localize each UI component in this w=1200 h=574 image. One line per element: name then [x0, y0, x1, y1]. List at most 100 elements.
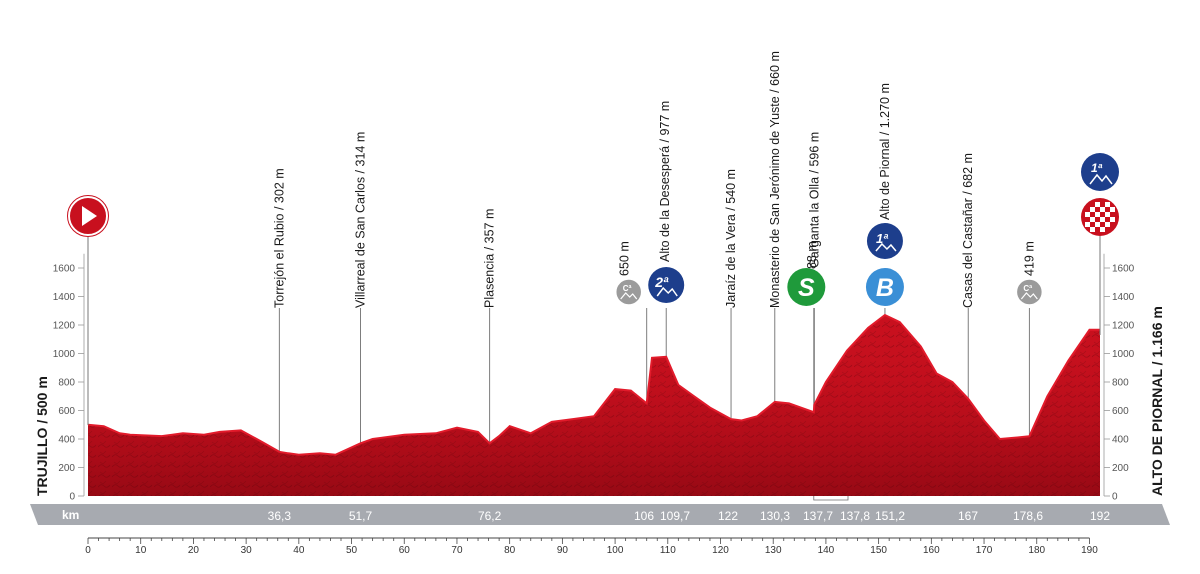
x-tick-label: 50	[346, 545, 358, 556]
checker-square	[1090, 227, 1095, 232]
km-bar-value: 76,2	[478, 509, 502, 523]
checker-square	[1085, 222, 1090, 227]
y-tick-label-left: 1000	[53, 349, 76, 360]
y-axis-right: 0 200 400 600 800 1000 1200 1400 1600	[1103, 253, 1135, 503]
svg-text:Cª: Cª	[623, 284, 632, 293]
km-bar-value: 137,8	[840, 509, 870, 523]
y-tick-label-left: 400	[58, 435, 75, 446]
checker-square	[1090, 207, 1095, 212]
finish-cat1-climb-icon: 1ª	[1081, 153, 1119, 191]
x-tick-label: 80	[504, 545, 516, 556]
checker-square	[1105, 222, 1110, 227]
svg-text:1ª: 1ª	[876, 231, 889, 246]
km-bar-value: 51,7	[349, 509, 373, 523]
waypoint-markers	[278, 308, 1030, 501]
km-bar-value: 137,7	[803, 509, 833, 523]
x-tick-label: 40	[293, 545, 305, 556]
km-bar-value: 36,3	[268, 509, 292, 523]
km-bar-value: 151,2	[875, 509, 905, 523]
x-tick-label: 130	[765, 545, 782, 556]
sprint-icon: S	[787, 268, 826, 306]
elevation-line	[87, 313, 1100, 456]
km-bar-value: 192	[1090, 509, 1110, 523]
checker-square	[1090, 217, 1095, 222]
km-bar-value: 122	[718, 509, 738, 523]
start-icon	[67, 195, 109, 425]
checker-square	[1095, 212, 1100, 217]
waypoint-label: 419 m	[1022, 241, 1036, 276]
bonus-icon: B	[865, 268, 904, 306]
x-tick-label: 30	[241, 545, 253, 556]
x-tick-label: 70	[451, 545, 463, 556]
y-tick-label-right: 600	[1112, 406, 1129, 417]
x-tick-label: 190	[1081, 545, 1098, 556]
cat3-climb-icon: Cª	[1015, 278, 1044, 306]
cat1-climb-icon: 1ª	[866, 223, 903, 259]
checker-square	[1110, 217, 1115, 222]
km-unit-label: km	[62, 508, 79, 522]
x-tick-label: 0	[85, 545, 91, 556]
waypoint-label: Jaraíz de la Vera / 540 m	[724, 169, 738, 308]
svg-text:1ª: 1ª	[1091, 161, 1103, 175]
x-tick-label: 140	[818, 545, 835, 556]
cat2-climb-icon: 2ª	[648, 267, 685, 303]
start-label: TRUJILLO / 500 m	[34, 376, 50, 496]
checker-square	[1095, 222, 1100, 227]
elevation-area	[87, 313, 1100, 496]
waypoint-labels: Torrejón el Rubio / 302 m Villarreal de S…	[272, 51, 1036, 308]
km-bar: km 36,3 51,7 76,2 106 109,7 122 130,3 137,7 137,…	[30, 504, 1170, 525]
checker-square	[1105, 212, 1110, 217]
checker-square	[1100, 217, 1105, 222]
y-tick-label-right: 0	[1112, 492, 1118, 503]
waypoint-label: Alto de la Desesperá / 977 m	[658, 101, 672, 262]
checker-square	[1085, 212, 1090, 217]
y-tick-label-left: 1200	[53, 321, 76, 332]
cat3-climb-icon: Cª	[614, 278, 643, 306]
finish-label: ALTO DE PIORNAL / 1.166 m	[1149, 306, 1165, 496]
x-tick-label: 120	[712, 545, 729, 556]
y-tick-label-left: 200	[58, 463, 75, 474]
km-bar-value: 178,6	[1013, 509, 1043, 523]
y-tick-label-right: 200	[1112, 463, 1129, 474]
svg-text:2ª: 2ª	[654, 274, 669, 290]
waypoint-label: 588 m	[805, 241, 819, 276]
checker-square	[1110, 207, 1115, 212]
x-axis: 0 10 20 30 40 50 60 70 80 90 100 110 120 130 140 150 160…	[85, 537, 1098, 556]
checker-square	[1105, 202, 1110, 207]
km-bar-values: 36,3 51,7 76,2 106 109,7 122 130,3 137,7 137,8 15…	[268, 509, 1111, 523]
waypoint-label: Plasencia / 357 m	[483, 209, 497, 308]
y-tick-label-right: 1600	[1112, 264, 1135, 275]
waypoint-label: 650 m	[618, 241, 632, 276]
x-tick-label: 10	[135, 545, 147, 556]
x-tick-label: 60	[399, 545, 411, 556]
waypoint-badges: Cª2ªCªSB1ªCª	[614, 223, 1044, 306]
y-tick-label-right: 1000	[1112, 349, 1135, 360]
x-tick-label: 170	[976, 545, 993, 556]
km-bar-value: 130,3	[760, 509, 790, 523]
y-tick-label-left: 1400	[53, 292, 76, 303]
waypoint-label: Villarreal de San Carlos / 314 m	[354, 132, 368, 308]
km-bar-value: 109,7	[660, 509, 690, 523]
y-tick-label-left: 1600	[53, 264, 76, 275]
checker-square	[1100, 227, 1105, 232]
x-tick-label: 160	[923, 545, 940, 556]
waypoint-label: Monasterio de San Jerónimo de Yuste / 66…	[768, 51, 782, 308]
waypoint-label: Alto de Piornal / 1.270 m	[878, 83, 892, 220]
x-tick-label: 180	[1028, 545, 1045, 556]
x-tick-label: 110	[660, 545, 676, 556]
waypoint-label: Torrejón el Rubio / 302 m	[272, 168, 286, 308]
y-tick-label-left: 800	[58, 378, 75, 389]
elevation-shading	[88, 315, 1100, 496]
svg-text:S: S	[798, 274, 815, 302]
checker-square	[1095, 202, 1100, 207]
finish-flag-icon	[1081, 198, 1119, 335]
checker-square	[1100, 207, 1105, 212]
svg-text:B: B	[876, 274, 894, 302]
y-tick-label-left: 600	[58, 406, 75, 417]
waypoint-label: Garganta la Olla / 596 m	[807, 132, 821, 268]
y-tick-label-right: 400	[1112, 435, 1129, 446]
km-bar-value: 167	[958, 509, 978, 523]
svg-text:Cª: Cª	[1023, 284, 1032, 293]
y-tick-label-right: 800	[1112, 378, 1129, 389]
